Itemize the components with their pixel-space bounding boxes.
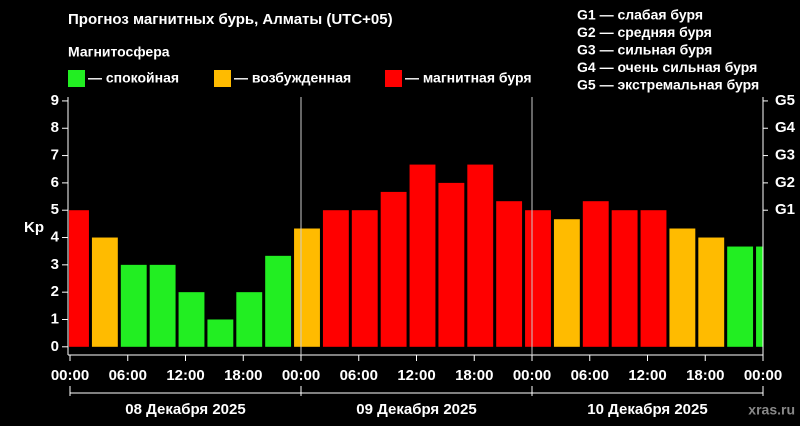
bar: [265, 255, 292, 347]
x-tick-label: 12:00: [166, 367, 204, 384]
legend-swatch: [68, 70, 85, 87]
chart-title: Прогноз магнитных бурь, Алматы (UTC+05): [68, 11, 393, 28]
bar: [467, 164, 494, 347]
y-tick-label: 5: [51, 201, 59, 218]
bars: [69, 164, 763, 347]
y-tick-label: 4: [51, 228, 60, 245]
x-tick-label: 00:00: [282, 367, 320, 384]
storm-legend-entry: G5 — экстремальная буря: [577, 77, 759, 93]
day-label: 09 Декабря 2025: [356, 401, 476, 418]
watermark: xras.ru: [748, 402, 795, 418]
x-tick-label: 12:00: [628, 367, 666, 384]
x-tick-label: 06:00: [109, 367, 147, 384]
y2-tick-label: G1: [775, 201, 795, 218]
x-tick-label: 18:00: [224, 367, 262, 384]
bar: [496, 201, 523, 347]
y-tick-label: 8: [51, 119, 59, 136]
storm-legend-entry: G1 — слабая буря: [577, 7, 703, 23]
bar: [640, 210, 667, 347]
bar: [698, 237, 725, 347]
x-tick-label: 06:00: [571, 367, 609, 384]
y-tick-label: 6: [51, 174, 59, 191]
bar: [69, 210, 89, 347]
bar: [178, 292, 205, 347]
y-tick-label: 9: [51, 92, 59, 109]
legend-label: — возбужденная: [234, 70, 351, 86]
bar: [727, 246, 754, 347]
bar: [669, 228, 696, 347]
bar: [611, 210, 638, 347]
bar: [294, 228, 320, 347]
bar: [120, 264, 147, 347]
storm-legend-entry: G4 — очень сильная буря: [577, 59, 757, 75]
legend-label: — спокойная: [88, 70, 179, 86]
x-tick-label: 18:00: [455, 367, 493, 384]
bar: [351, 210, 378, 347]
bar: [236, 292, 263, 347]
bar: [553, 219, 580, 347]
bar: [409, 164, 436, 347]
bar: [756, 246, 763, 347]
day-label: 10 Декабря 2025: [587, 401, 707, 418]
bar: [322, 210, 349, 347]
day-label: 08 Декабря 2025: [125, 401, 245, 418]
y2-tick-label: G5: [775, 92, 795, 109]
bar: [91, 237, 118, 347]
legend-swatch: [214, 70, 231, 87]
y-tick-label: 3: [51, 256, 59, 273]
x-tick-label: 00:00: [51, 367, 89, 384]
y-tick-label: 0: [51, 338, 59, 355]
subtitle: Магнитосфера: [68, 44, 170, 60]
y-axis-label: Kp: [24, 219, 44, 236]
x-tick-label: 18:00: [686, 367, 724, 384]
y-tick-label: 2: [51, 283, 59, 300]
bar: [438, 182, 465, 347]
x-tick-label: 06:00: [340, 367, 378, 384]
bar: [582, 201, 609, 347]
storm-legend-entry: G2 — средняя буря: [577, 24, 712, 40]
y2-tick-label: G4: [775, 119, 796, 136]
y-tick-label: 7: [51, 147, 59, 164]
bar: [525, 210, 551, 347]
bar: [207, 319, 234, 347]
legend-swatch: [385, 70, 402, 87]
x-tick-label: 00:00: [744, 367, 782, 384]
x-tick-label: 00:00: [513, 367, 551, 384]
bar: [149, 264, 176, 347]
x-tick-label: 12:00: [397, 367, 435, 384]
y2-tick-label: G2: [775, 174, 795, 191]
bar: [380, 191, 407, 347]
storm-legend-entry: G3 — сильная буря: [577, 42, 712, 58]
legend-label: — магнитная буря: [405, 70, 532, 86]
y-tick-label: 1: [51, 310, 59, 327]
y2-tick-label: G3: [775, 147, 795, 164]
